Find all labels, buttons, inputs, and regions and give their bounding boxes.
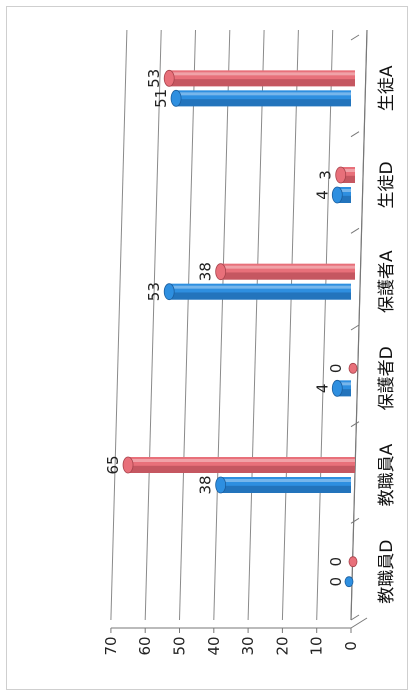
bar [335,166,355,184]
category-tick [350,227,360,234]
data-label: 4 [313,384,331,394]
data-label: 0 [327,577,345,587]
bar [331,186,351,204]
category-tick [350,517,360,524]
data-label: 51 [152,89,170,108]
data-label: 0 [327,557,345,567]
data-label: 65 [104,455,122,474]
data-label: 0 [327,364,345,374]
data-label: 38 [197,262,215,281]
value-tick-label: 50 [171,636,189,655]
gridline [213,29,231,621]
bar [163,69,355,87]
value-tick-label: 60 [136,636,154,655]
category-tick [350,614,360,621]
data-label: 3 [317,170,335,180]
gridline [144,29,162,621]
gridline [110,29,128,621]
bar [344,576,354,588]
gridline [179,29,196,621]
bar [170,89,351,107]
bar [348,556,358,568]
value-tick-label: 0 [342,641,360,651]
data-label: 4 [313,190,331,200]
category-tick [350,131,360,138]
bar [163,283,351,301]
gridline [281,29,299,621]
bar [215,263,355,281]
bar [331,379,351,397]
chart-frame [6,6,408,690]
category-tick [350,324,360,331]
value-tick-label: 10 [308,636,326,655]
category-label: 生徒A [377,65,397,111]
category-label: 教職員D [377,540,397,604]
category-label: 保護者D [377,346,397,410]
bar [348,362,358,374]
category-tick [350,421,360,428]
category-tick [350,34,360,41]
value-tick-label: 70 [102,636,120,655]
gridline [316,29,334,621]
bar [215,476,351,494]
value-tick-label: 20 [273,636,291,655]
gridline [247,29,265,621]
data-label: 53 [145,282,163,301]
value-tick-label: 40 [205,636,223,655]
bar [122,456,355,474]
category-label: 教職員A [377,443,397,506]
data-label: 53 [145,69,163,88]
value-axis-depth [350,617,368,629]
category-label: 保護者A [377,250,397,313]
data-label: 38 [197,475,215,494]
value-tick-label: 30 [239,636,257,655]
category-label: 生徒D [377,161,397,208]
